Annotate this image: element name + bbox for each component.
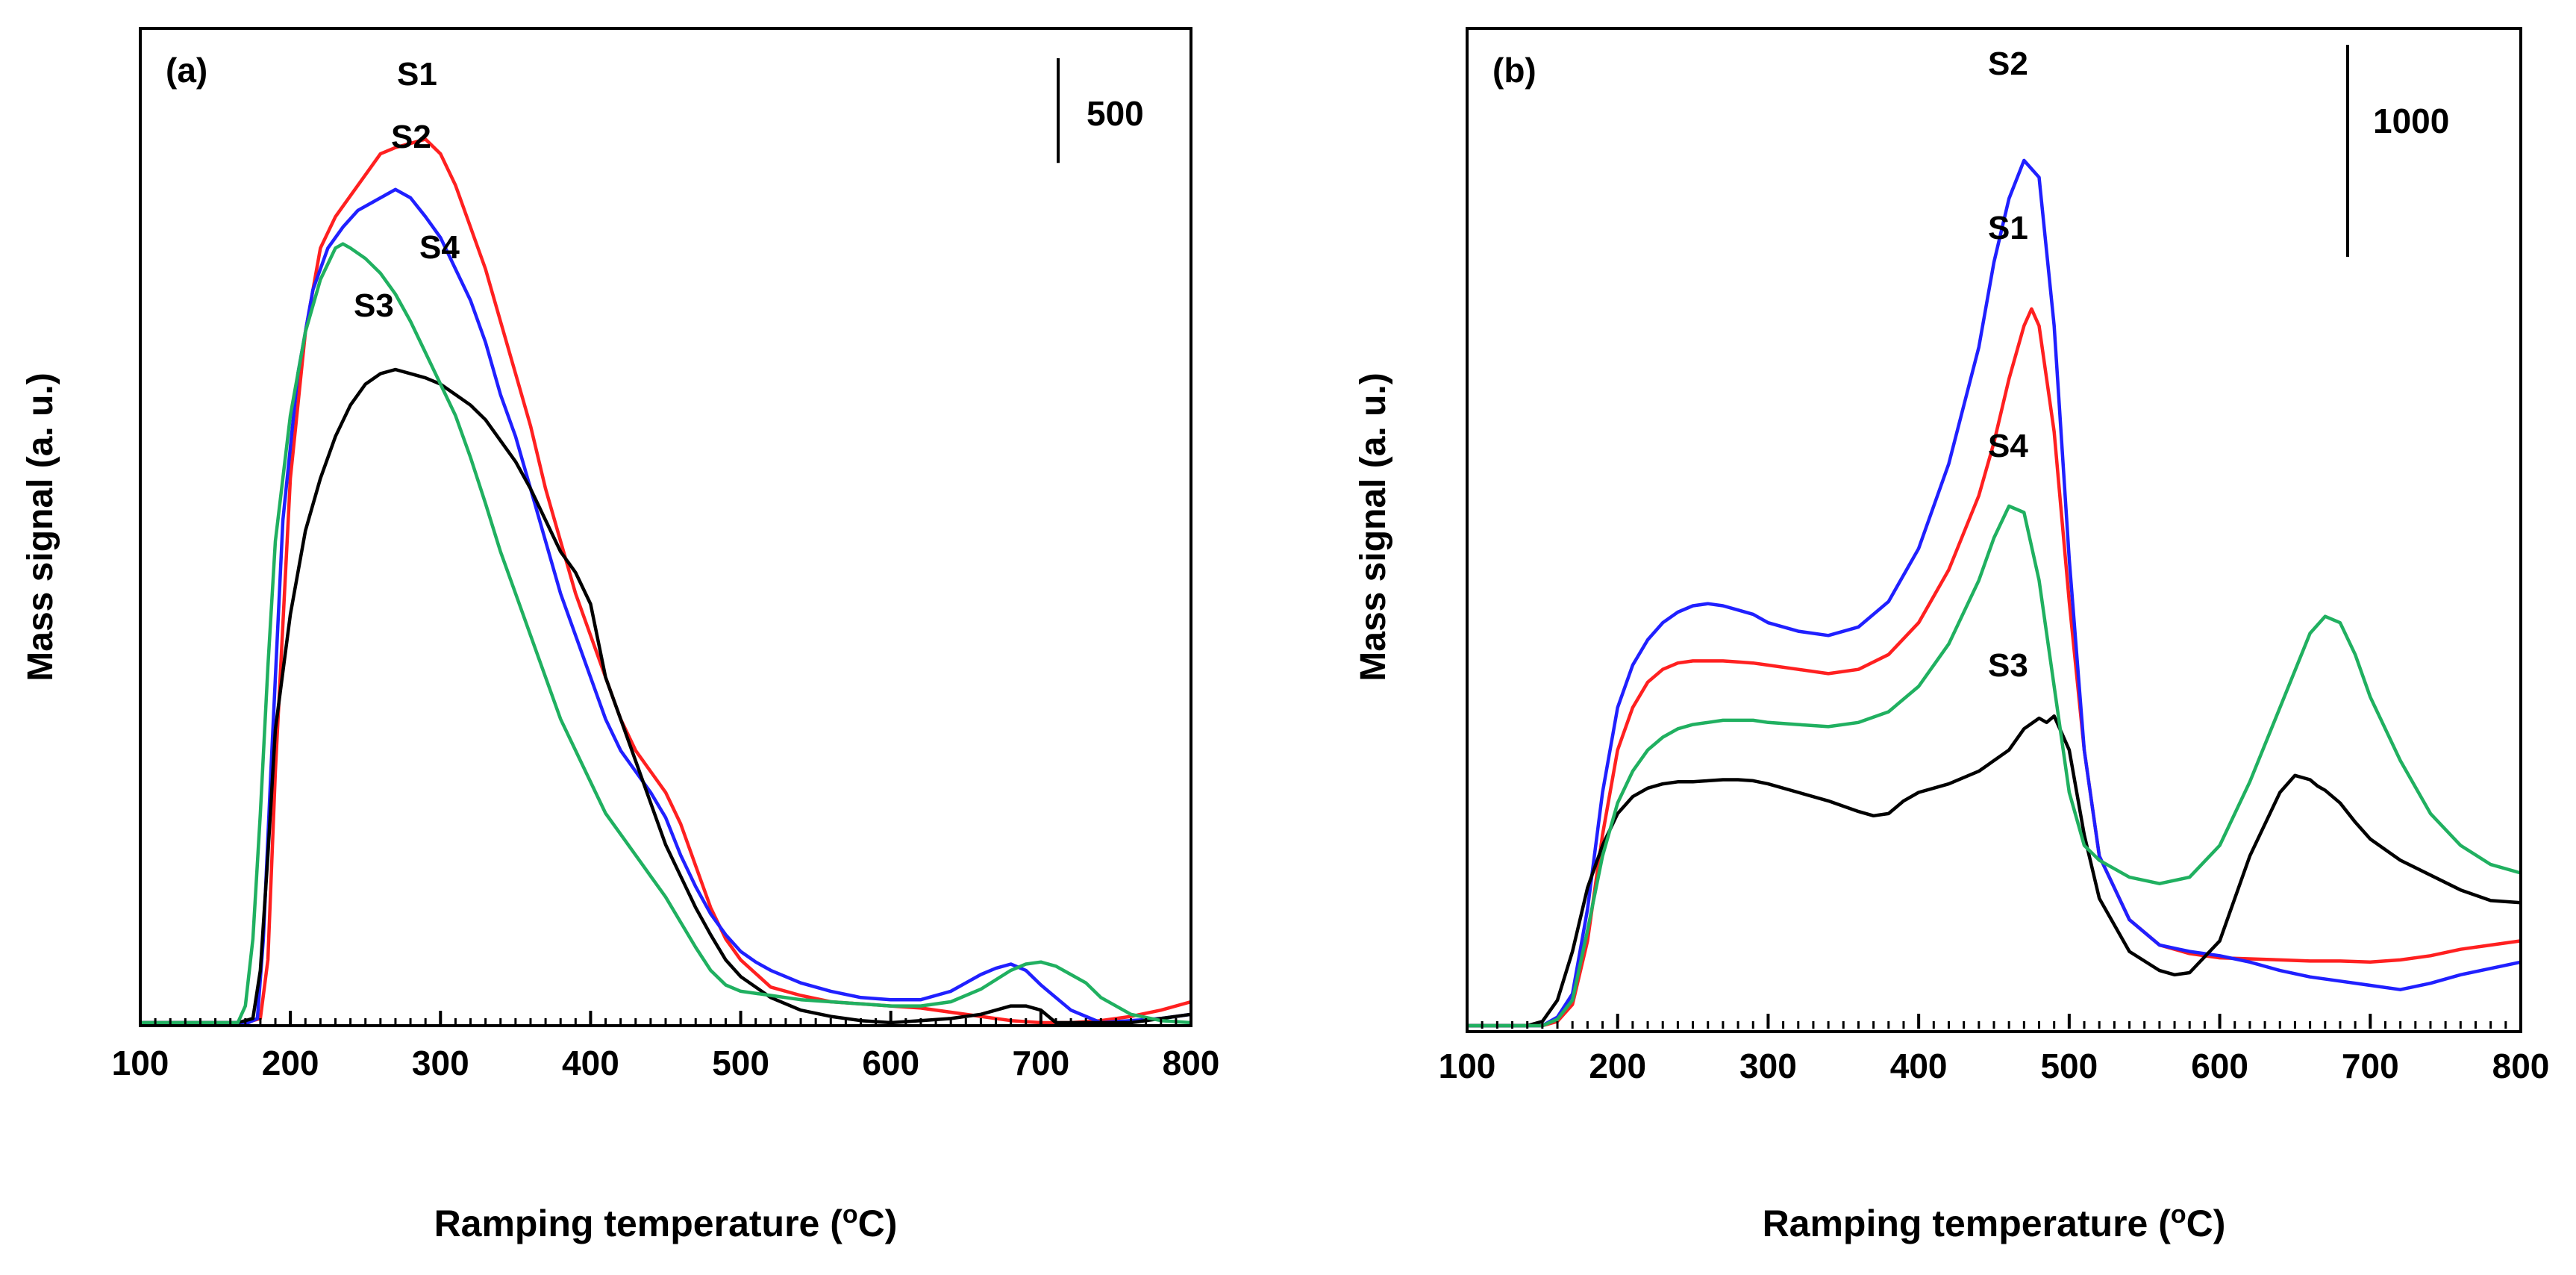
series-line-b-s4 [1467,504,2522,1028]
x-ticks-b: 100 200 300 400 500 600 700 800 [1439,1014,2550,1085]
plot-frame-a [139,27,1192,1027]
series-label-a-s1: S1 [397,56,437,93]
series-label-b-s3: S3 [1988,647,2028,684]
x-tick-label-a: 500 [712,1044,769,1082]
scale-bar-a: 500 [1057,58,1144,163]
scale-bar-label-a: 500 [1087,94,1144,133]
plot-frame-b [1466,27,2522,1033]
chart-panel-a: 100 200 300 400 500 600 700 800 (a) 500 S1 S2 S… [21,27,1220,1244]
scale-bar-b: 1000 [2346,45,2449,258]
scale-bar-label-b: 1000 [2373,102,2449,140]
series-line-a-s1 [140,137,1192,1025]
x-tick-label-b: 100 [1439,1047,1496,1085]
x-tick-label-b: 500 [2040,1047,2098,1085]
x-tick-label-b: 200 [1589,1047,1646,1085]
x-tick-label-b: 800 [2492,1047,2550,1085]
x-tick-label-b: 300 [1739,1047,1797,1085]
x-axis-title-a: Ramping temperature (oC) [434,1200,898,1244]
x-tick-label-a: 200 [262,1044,319,1082]
panel-label-b: (b) [1492,51,1536,90]
y-axis-title-a: Mass signal (a. u.) [21,372,60,681]
series-line-a-s3 [140,367,1192,1025]
x-axis-title-b: Ramping temperature (oC) [1763,1200,2226,1244]
x-tick-label-b: 700 [2342,1047,2399,1085]
x-ticks-a: 100 200 300 400 500 600 700 800 [112,1011,1220,1082]
series-line-a-s2 [140,187,1192,1025]
series-line-b-s3 [1467,714,2522,1028]
series-label-b-s4: S4 [1988,428,2028,464]
series-label-a-s3: S3 [354,287,394,324]
series-line-a-s4 [140,242,1192,1025]
series-label-a-s4: S4 [419,229,460,266]
panel-label-a: (a) [166,51,207,90]
x-tick-label-a: 700 [1012,1044,1069,1082]
x-tick-label-a: 100 [112,1044,169,1082]
series-label-b-s2: S2 [1988,46,2028,82]
x-tick-label-b: 400 [1890,1047,1948,1085]
series-group-a [140,137,1192,1025]
x-tick-label-a: 300 [412,1044,469,1082]
series-label-a-s2: S2 [391,119,431,155]
x-tick-label-a: 600 [862,1044,919,1082]
series-group-b [1467,158,2522,1028]
series-line-b-s2 [1467,158,2522,1028]
y-axis-title-b: Mass signal (a. u.) [1354,372,1393,681]
series-label-b-s1: S1 [1988,210,2028,246]
x-tick-label-a: 400 [562,1044,619,1082]
chart-panel-b: 100 200 300 400 500 600 700 800 (b) 1000 S2 S1 … [1354,27,2550,1244]
x-tick-label-b: 600 [2191,1047,2248,1085]
x-tick-label-a: 800 [1163,1044,1220,1082]
series-line-b-s1 [1467,307,2522,1028]
